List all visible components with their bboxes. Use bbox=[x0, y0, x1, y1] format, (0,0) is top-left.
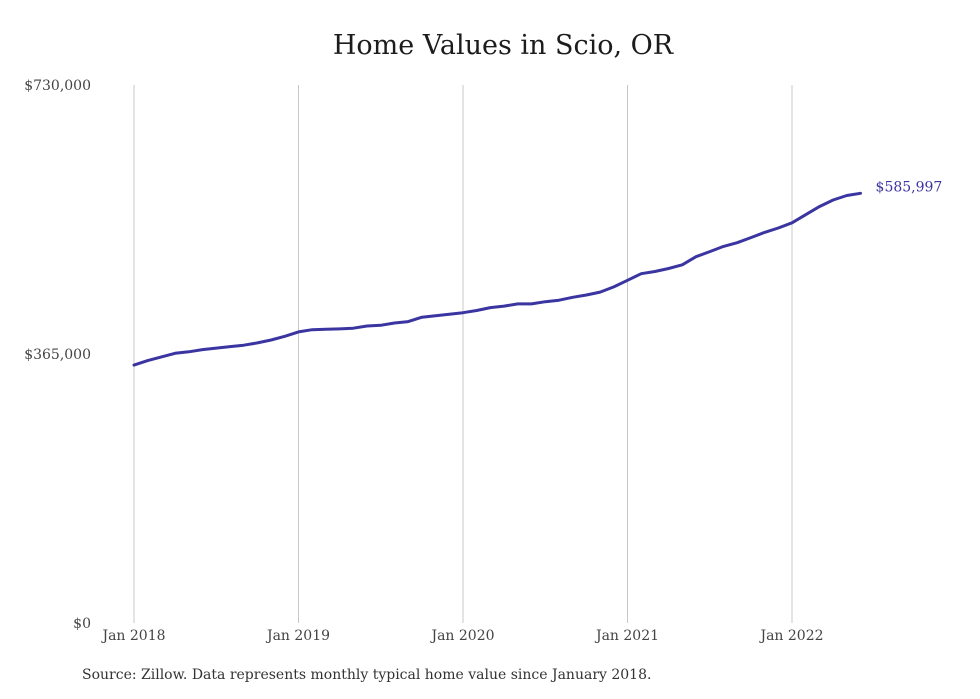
y-axis: $730,000 $365,000 $0 bbox=[24, 78, 91, 632]
y-tick-label: $730,000 bbox=[24, 78, 91, 94]
x-tick-label: Jan 2022 bbox=[758, 628, 823, 644]
end-value-label: $585,997 bbox=[876, 179, 943, 195]
x-tick-label: Jan 2019 bbox=[265, 628, 330, 644]
x-tick-label: Jan 2018 bbox=[100, 628, 165, 644]
line-chart: $730,000$365,000$0 Jan 2018 Jan 2019 Jan 2… bbox=[24, 78, 943, 644]
y-tick-label: $0 bbox=[73, 616, 91, 632]
x-axis: Jan 2018 Jan 2019 Jan 2020 Jan 2021 Jan 2022 bbox=[100, 628, 823, 644]
source-note: Source: Zillow. Data represents monthly … bbox=[82, 667, 652, 683]
chart-title: Home Values in Scio, OR bbox=[332, 30, 674, 61]
y-tick-label: $365,000 bbox=[24, 347, 91, 363]
grid-layer bbox=[133, 85, 793, 623]
series-layer: $585,997 bbox=[132, 179, 943, 367]
x-tick-label: Jan 2021 bbox=[594, 628, 659, 644]
x-tick-label: Jan 2020 bbox=[429, 628, 494, 644]
series-line bbox=[132, 191, 862, 367]
